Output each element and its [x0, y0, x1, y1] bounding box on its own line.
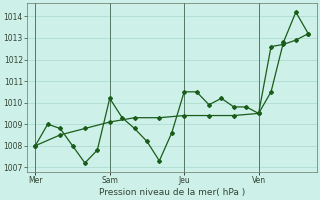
X-axis label: Pression niveau de la mer( hPa ): Pression niveau de la mer( hPa ) [99, 188, 245, 197]
